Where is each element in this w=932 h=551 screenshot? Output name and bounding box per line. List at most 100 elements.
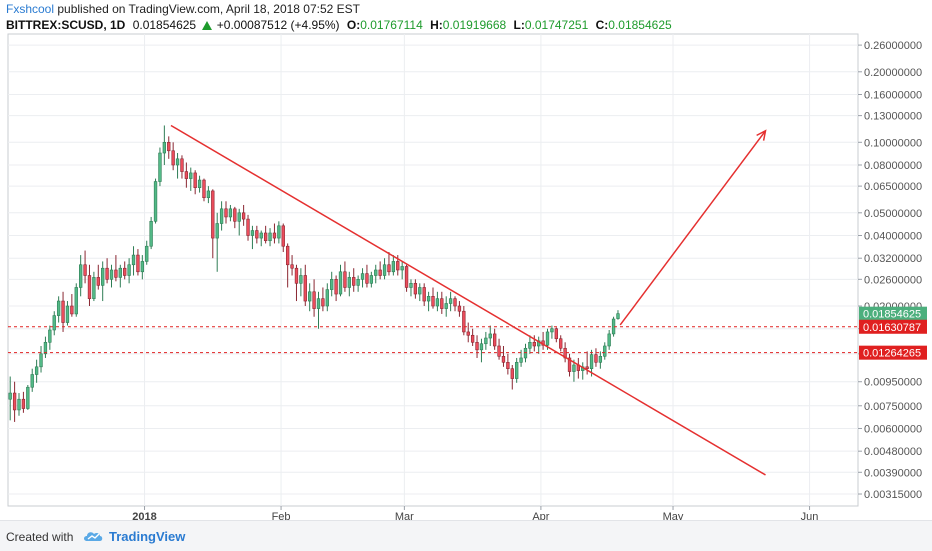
candle-body	[343, 271, 347, 288]
candle-body	[589, 354, 594, 369]
y-tick-label: 0.26000000	[864, 40, 922, 52]
candle-body	[378, 269, 382, 276]
y-tick-label: 0.00390000	[864, 467, 922, 479]
high-value: 0.01919668	[442, 18, 507, 32]
y-tick-label: 0.20000000	[864, 67, 922, 79]
y-tick-label: 0.00480000	[864, 446, 922, 458]
tradingview-cloud-icon[interactable]	[82, 529, 104, 543]
y-tick-label: 0.00315000	[864, 489, 922, 501]
candle-body	[193, 172, 197, 188]
candle-body	[550, 328, 554, 333]
time-axis[interactable]: 2018 Feb Mar Apr May Jun	[132, 506, 818, 520]
candle-body	[228, 208, 233, 218]
candle-body	[153, 181, 158, 222]
footer-bar: Created with TradingView	[0, 520, 932, 551]
candle-body	[294, 267, 299, 284]
tradingview-brand[interactable]: TradingView	[109, 529, 186, 544]
level-price-tag-label: 0.01630787	[863, 322, 921, 334]
candle-body	[202, 179, 206, 199]
candle-body	[224, 208, 228, 218]
y-tick-label: 0.00950000	[864, 377, 922, 389]
level-price-tag-label: 0.01264265	[863, 348, 921, 360]
candle-body	[233, 208, 237, 222]
candle-body	[74, 287, 78, 315]
candle-body	[268, 232, 272, 242]
low-label: L:	[513, 18, 525, 32]
candle-body	[457, 305, 462, 312]
candle-body	[34, 366, 39, 375]
y-tick-label: 0.08000000	[864, 160, 922, 172]
chart-grid	[7, 33, 859, 507]
candle-body	[290, 264, 294, 269]
candle-body	[528, 341, 532, 349]
candle-body	[488, 333, 492, 339]
candle-body	[136, 254, 140, 273]
symbol-label[interactable]: BITTREX:SCUSD, 1D	[6, 18, 126, 32]
candle-body	[114, 269, 118, 278]
y-tick-label: 0.00750000	[864, 401, 922, 413]
candle-body	[43, 341, 48, 355]
candle-body	[374, 269, 378, 276]
price-axis[interactable]: 0.26000000 0.20000000 0.16000000 0.13000000…	[858, 40, 922, 501]
candle-body	[123, 267, 127, 276]
candle-body	[79, 264, 83, 288]
candle-body	[109, 269, 114, 280]
chart-header: Fxshcool published on TradingView.com, A…	[6, 0, 926, 34]
candle-body	[206, 190, 211, 199]
candle-body	[321, 298, 325, 307]
candle-body	[497, 345, 501, 357]
created-with-text: Created with	[6, 530, 74, 544]
current-price-tag-label: 0.01854625	[863, 309, 921, 321]
price-chart[interactable]: 0.26000000 0.20000000 0.16000000 0.13000000…	[0, 0, 932, 520]
candle-body	[145, 245, 149, 262]
candle-body	[413, 283, 418, 295]
price-change: +0.00087512 (+4.95%)	[216, 18, 340, 32]
author-link[interactable]: Fxshcool	[6, 2, 55, 16]
candle-body	[52, 315, 56, 331]
y-tick-label: 0.16000000	[864, 89, 922, 101]
candle-body	[387, 264, 391, 273]
candle-body	[330, 279, 334, 290]
plot-frame	[7, 33, 859, 507]
candle-body	[30, 374, 34, 388]
y-tick-label: 0.05000000	[864, 208, 922, 220]
candle-body	[8, 392, 12, 400]
candle-body	[603, 345, 607, 357]
candle-body	[56, 300, 61, 316]
candle-body	[506, 361, 510, 369]
candle-body	[127, 264, 131, 276]
candle-body	[453, 298, 457, 307]
candle-body	[215, 223, 219, 239]
candle-body	[391, 261, 396, 273]
candle-body	[197, 179, 202, 188]
candle-body	[285, 245, 290, 266]
candle-body	[382, 264, 387, 276]
candle-body	[426, 296, 431, 302]
candle-body	[21, 398, 26, 409]
candle-body	[175, 158, 180, 166]
candle-body	[96, 277, 100, 286]
x-tick-label: Jun	[801, 511, 819, 520]
candle-body	[484, 337, 488, 345]
candle-body	[255, 230, 259, 239]
candle-body	[281, 225, 285, 247]
descending-trendline	[170, 124, 766, 476]
candle-body	[369, 275, 374, 284]
candle-body	[241, 212, 246, 220]
candle-body	[532, 341, 536, 347]
candle-body	[409, 283, 413, 288]
candle-body	[448, 298, 453, 304]
candle-body	[246, 218, 250, 236]
candle-body	[334, 279, 338, 295]
candle-body	[48, 329, 52, 343]
candle-body	[219, 208, 224, 224]
candle-body	[444, 303, 448, 309]
candle-body	[338, 271, 343, 295]
candle-body	[39, 353, 43, 368]
candle-body	[616, 313, 620, 319]
candle-body	[404, 266, 409, 288]
candle-body	[470, 334, 475, 343]
candle-body	[492, 333, 497, 347]
y-tick-label: 0.06500000	[864, 181, 922, 193]
